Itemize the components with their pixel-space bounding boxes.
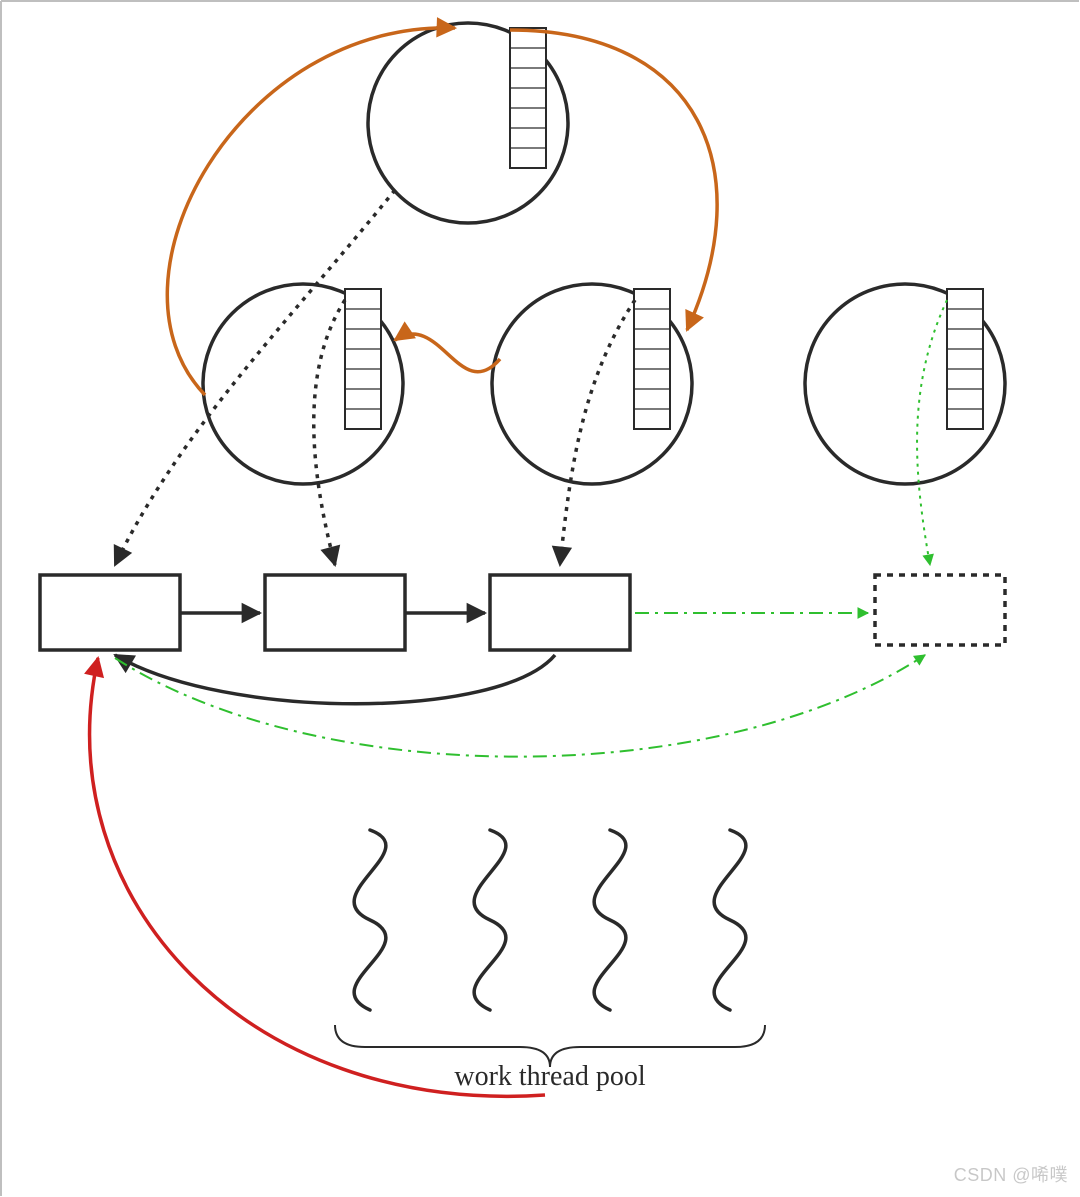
watermark-text: CSDN @唏噗 <box>954 1161 1068 1187</box>
box-4 <box>875 575 1005 645</box>
queue-icon <box>634 289 670 429</box>
box-3 <box>490 575 630 650</box>
thread-squiggle-icon <box>714 830 746 1010</box>
thread-squiggle-icon <box>354 830 386 1010</box>
architecture-diagram: work thread pool <box>0 0 1080 1197</box>
queue-icon <box>510 28 546 168</box>
arrow-box1-box4-curve <box>115 655 925 757</box>
arrow-red-pool-to-box1 <box>90 658 545 1096</box>
queue-icon <box>345 289 381 429</box>
box-2 <box>265 575 405 650</box>
arrow-orange-right-to-left <box>395 334 500 372</box>
thread-pool-label: work thread pool <box>454 1061 646 1092</box>
thread-squiggle-icon <box>594 830 626 1010</box>
thread-squiggle-icon <box>474 830 506 1010</box>
queue-icon <box>947 289 983 429</box>
box-1 <box>40 575 180 650</box>
arrow-box3-box1-loop <box>115 655 555 704</box>
